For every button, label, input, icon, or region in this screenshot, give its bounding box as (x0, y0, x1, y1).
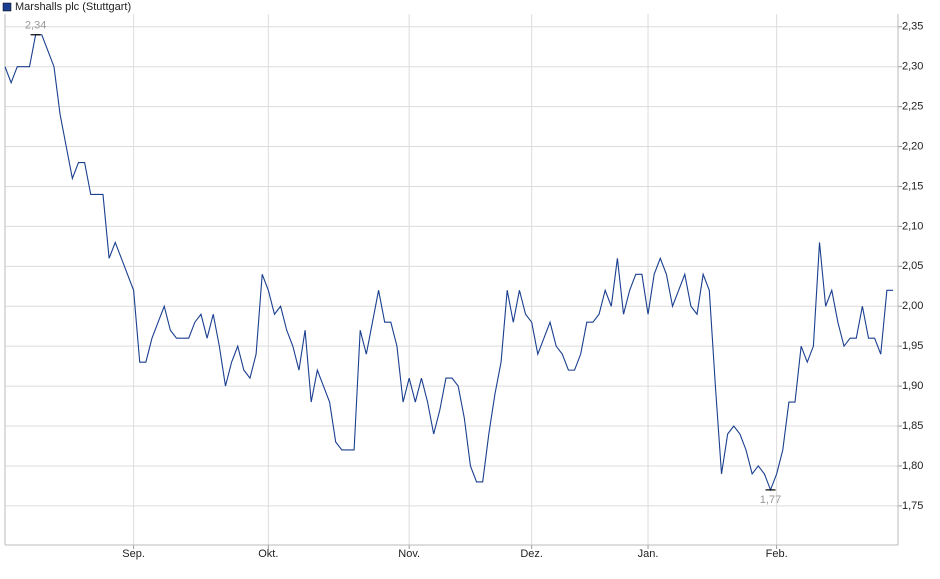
y-tick-label: 2,30 (902, 61, 923, 73)
x-tick-label: Sep. (122, 548, 145, 560)
y-tick-label: 2,05 (902, 260, 923, 272)
y-tick-label: 2,25 (902, 101, 923, 113)
y-tick-label: 2,00 (902, 300, 923, 312)
x-tick-label: Jan. (638, 548, 659, 560)
x-tick-label: Nov. (398, 548, 420, 560)
y-tick-label: 2,20 (902, 140, 923, 152)
y-tick-label: 2,15 (902, 180, 923, 192)
x-tick-label: Dez. (520, 548, 543, 560)
y-tick-label: 1,75 (902, 500, 923, 512)
x-tick-label: Feb. (766, 548, 788, 560)
value-label: 2,34 (25, 20, 46, 32)
price-line (4, 34, 893, 492)
x-tick-label: Okt. (258, 548, 278, 560)
y-tick-label: 2,35 (902, 21, 923, 33)
y-tick-label: 1,90 (902, 380, 923, 392)
legend-swatch (2, 2, 12, 12)
y-tick-label: 1,95 (902, 340, 923, 352)
y-tick-label: 2,10 (902, 220, 923, 232)
legend-label: Marshalls plc (Stuttgart) (15, 1, 131, 13)
y-tick-label: 1,85 (902, 420, 923, 432)
value-label: 1,77 (760, 494, 781, 506)
y-tick-label: 1,80 (902, 460, 923, 472)
